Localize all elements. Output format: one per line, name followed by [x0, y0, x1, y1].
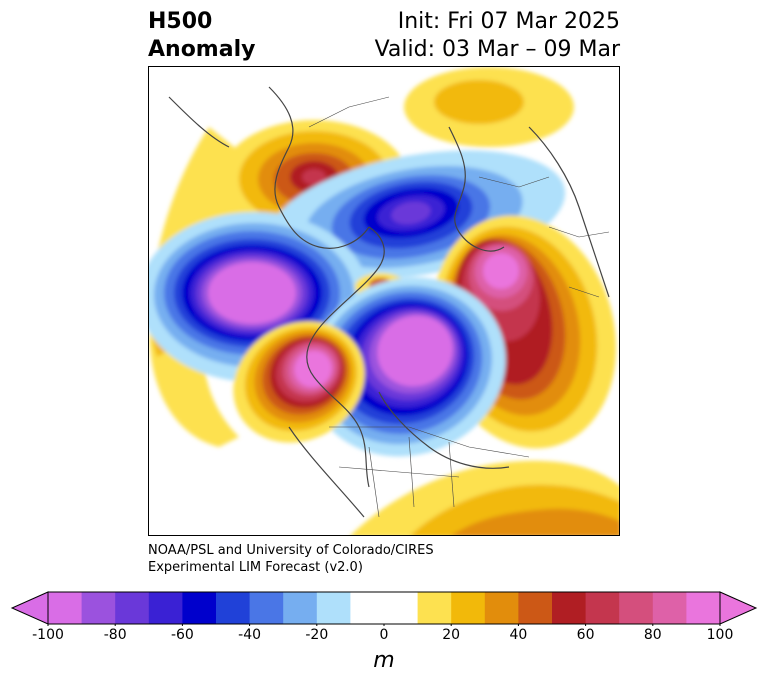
colorbar-cell	[182, 592, 217, 624]
colorbar-tick-label: 100	[706, 627, 734, 643]
colorbar-cell	[148, 592, 183, 624]
colorbar-tick-label: 40	[509, 627, 528, 643]
colorbar-tick-label: 20	[442, 627, 461, 643]
colorbar-cell	[518, 592, 553, 624]
colorbar-cell	[249, 592, 284, 624]
credit-line-2: Experimental LIM Forecast (v2.0)	[148, 560, 363, 575]
valid-dates: Valid: 03 Mar – 09 Mar	[374, 37, 620, 62]
colorbar-cell	[216, 592, 251, 624]
colorbar-cell	[552, 592, 587, 624]
title-line-2: Anomaly	[148, 37, 256, 62]
credit-line-1: NOAA/PSL and University of Colorado/CIRE…	[148, 543, 434, 558]
colorbar-cell	[686, 592, 721, 624]
init-date: Init: Fri 07 Mar 2025	[397, 9, 620, 34]
colorbar-cell	[316, 592, 351, 624]
anomaly-field	[149, 67, 619, 535]
colorbar-cell	[384, 592, 419, 624]
colorbar-cell	[585, 592, 620, 624]
colorbar-tick-label: 0	[379, 627, 389, 643]
colorbar-cell	[652, 592, 687, 624]
borders	[308, 96, 610, 518]
colorbar-cell	[417, 592, 452, 624]
colorbar-cell	[451, 592, 486, 624]
colorbar-tick-label: -20	[305, 627, 329, 643]
colorbar-cell	[48, 592, 83, 624]
colorbar-cell	[619, 592, 654, 624]
colorbar-cell	[115, 592, 150, 624]
colorbar	[10, 591, 758, 626]
coastlines	[168, 86, 610, 518]
credit-text: NOAA/PSL and University of Colorado/CIRE…	[148, 542, 434, 576]
colorbar-unit: m	[373, 648, 395, 673]
anomaly-map	[148, 66, 620, 536]
colorbar-tick-label: -40	[238, 627, 262, 643]
colorbar-cell	[350, 592, 385, 624]
colorbar-arrow-max	[719, 591, 758, 625]
colorbar-arrow-min	[10, 591, 49, 625]
plot-title: H500 Anomaly	[148, 8, 255, 64]
colorbar-tick-label: -100	[32, 627, 64, 643]
colorbar-cell	[484, 592, 519, 624]
colorbar-tick-label: -80	[103, 627, 127, 643]
title-line-1: H500	[148, 9, 213, 34]
colorbar-cell	[283, 592, 318, 624]
colorbar-tick-label: -60	[170, 627, 194, 643]
colorbar-tick-label: 80	[643, 627, 662, 643]
forecast-dates: Init: Fri 07 Mar 2025 Valid: 03 Mar – 09…	[375, 8, 620, 64]
colorbar-tick-label: 60	[576, 627, 595, 643]
colorbar-cell	[81, 592, 116, 624]
